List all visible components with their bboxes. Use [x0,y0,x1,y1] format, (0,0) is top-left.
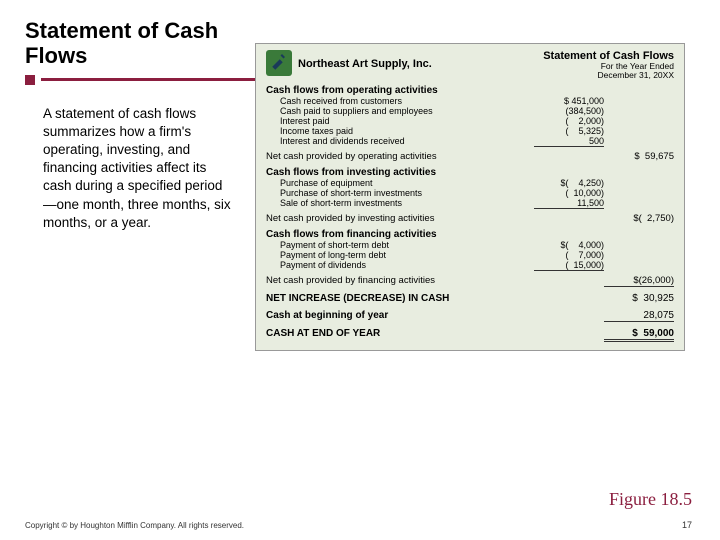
investing-subtotal: Net cash provided by investing activitie… [266,213,674,224]
line-item: Purchase of short-term investments( 10,0… [266,188,674,198]
rule-box [25,75,35,85]
line-item: Cash paid to suppliers and employees(384… [266,106,674,116]
period-line2: December 31, 20XX [543,71,674,80]
line-item: Payment of long-term debt( 7,000) [266,250,674,260]
line-item: Interest paid( 2,000) [266,116,674,126]
beginning-cash-row: Cash at beginning of year28,075 [266,310,674,322]
description-column: A statement of cash flows summarizes how… [25,93,235,352]
line-item: Cash received from customers$ 451,000 [266,96,674,106]
line-item: Purchase of equipment$( 4,250) [266,178,674,188]
main-title: Statement of Cash Flows [25,18,255,69]
line-item: Interest and dividends received500 [266,136,674,147]
statement-header: Northeast Art Supply, Inc. Statement of … [266,50,674,81]
financing-heading: Cash flows from financing activities [266,229,674,240]
operating-heading: Cash flows from operating activities [266,85,674,96]
statement-title-block: Statement of Cash Flows For the Year End… [543,50,674,81]
company-name: Northeast Art Supply, Inc. [298,58,432,70]
pen-icon [266,50,292,76]
rule-line [41,78,255,81]
line-item: Income taxes paid( 5,325) [266,126,674,136]
statement-title: Statement of Cash Flows [543,50,674,62]
operating-subtotal: Net cash provided by operating activitie… [266,151,674,162]
title-rule [25,75,255,85]
copyright: Copyright © by Houghton Mifflin Company.… [25,521,244,530]
statement-panel: Northeast Art Supply, Inc. Statement of … [255,43,685,352]
description-text: A statement of cash flows summarizes how… [43,105,235,233]
line-item: Sale of short-term investments11,500 [266,198,674,209]
line-item: Payment of short-term debt$( 4,000) [266,240,674,250]
page-number: 17 [682,520,692,530]
title-block: Statement of Cash Flows [25,18,255,85]
line-item: Payment of dividends( 15,000) [266,260,674,271]
investing-heading: Cash flows from investing activities [266,167,674,178]
financing-subtotal: Net cash provided by financing activitie… [266,275,674,287]
figure-label: Figure 18.5 [609,489,692,510]
end-cash-row: CASH AT END OF YEAR$ 59,000 [266,328,674,342]
net-increase-row: NET INCREASE (DECREASE) IN CASH$ 30,925 [266,293,674,304]
